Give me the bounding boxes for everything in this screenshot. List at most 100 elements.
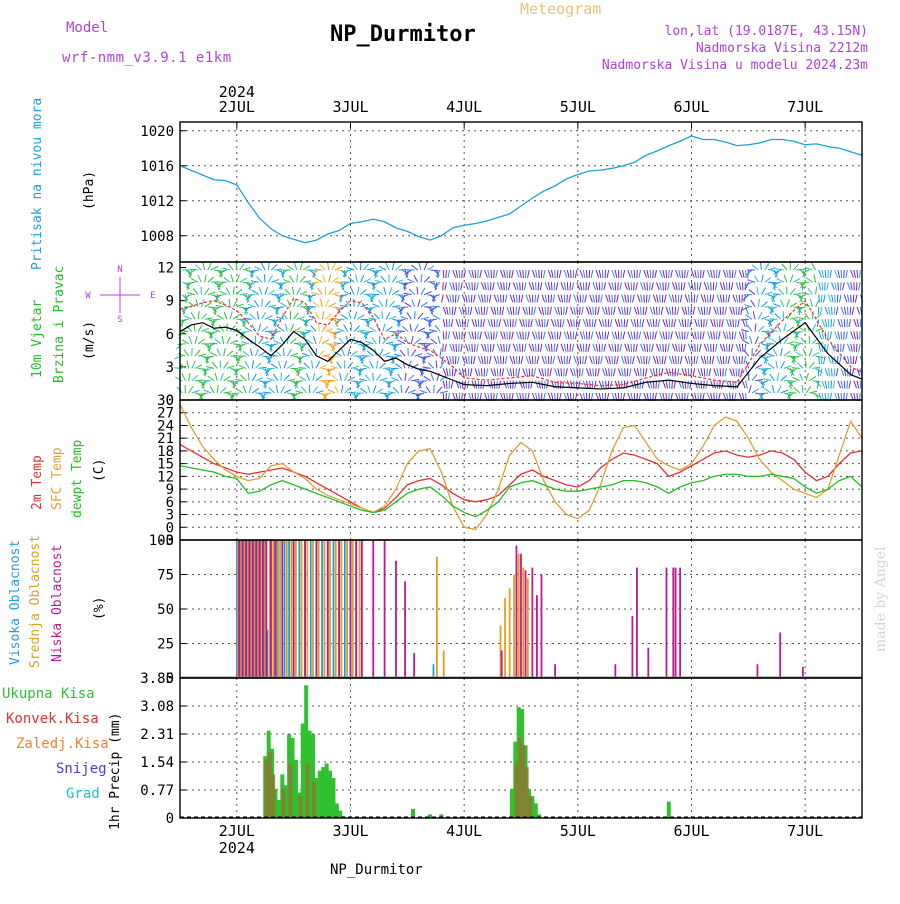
wind-arrow xyxy=(494,368,496,376)
wind-arrow xyxy=(843,282,845,290)
wind-arrow xyxy=(571,270,572,278)
wind-arrow xyxy=(847,344,850,352)
wind-arrow xyxy=(379,300,383,307)
wind-arrow xyxy=(618,381,620,389)
legend-frozen-precip: Zaledj.Kisa xyxy=(16,736,109,752)
wind-arrow xyxy=(827,344,829,352)
wind-arrow xyxy=(844,319,845,327)
wind-arrow xyxy=(730,332,731,340)
wind-arrow xyxy=(583,344,584,352)
wind-arrow xyxy=(370,327,377,331)
wind-arrow xyxy=(669,381,670,389)
wind-arrow xyxy=(602,282,603,290)
wind-arrow xyxy=(524,282,526,290)
wind-arrow xyxy=(252,388,258,393)
wind-arrow xyxy=(742,356,743,364)
wind-arrow xyxy=(431,339,437,344)
wind-arrow xyxy=(617,295,619,303)
wind-arrow xyxy=(329,303,336,307)
wind-arrow xyxy=(232,393,240,394)
wind-arrow xyxy=(268,290,275,295)
wind-arrow xyxy=(841,381,843,389)
wind-arrow xyxy=(835,282,837,290)
wind-arrow xyxy=(835,332,838,340)
wind-arrow xyxy=(204,390,211,393)
wind-arrow xyxy=(545,295,547,303)
wind-arrow xyxy=(666,368,669,376)
wind-arrow xyxy=(466,368,467,376)
wind-arrow xyxy=(428,363,433,369)
wind-arrow xyxy=(707,356,708,364)
wind-arrow xyxy=(711,344,712,352)
wind-arrow xyxy=(569,356,571,364)
wind-arrow xyxy=(415,324,419,331)
wind-arrow xyxy=(348,348,350,356)
wind-arrow xyxy=(407,279,414,282)
wind-arrow xyxy=(516,344,518,352)
wind-arrow xyxy=(615,319,618,327)
y-tick-label: 2.31 xyxy=(140,727,174,743)
wind-arrow xyxy=(320,264,326,270)
wind-arrow xyxy=(825,307,828,315)
wind-arrow xyxy=(404,293,412,294)
wind-arrow xyxy=(484,368,485,376)
model-name: wrf-nmm_v3.9.1 e1km xyxy=(62,50,232,66)
wind-arrow xyxy=(781,375,787,380)
wind-arrow xyxy=(462,356,465,364)
wind-arrow xyxy=(222,268,230,270)
wind-arrow xyxy=(746,319,748,327)
y-tick-label: 3 xyxy=(166,360,174,376)
wind-arrow xyxy=(834,307,835,315)
wind-arrow xyxy=(727,332,729,340)
wind-arrow xyxy=(240,278,247,282)
wind-arrow xyxy=(653,270,654,278)
wind-arrow xyxy=(255,378,262,381)
wind-arrow xyxy=(672,319,673,327)
wind-arrow xyxy=(851,270,854,278)
wind-arrow xyxy=(723,270,726,278)
wind-arrow xyxy=(790,317,798,319)
wind-arrow xyxy=(507,381,509,389)
y-tick-label: 12 xyxy=(157,261,174,277)
wind-arrow xyxy=(480,270,482,278)
wind-arrow xyxy=(695,319,698,327)
wind-arrow xyxy=(668,344,670,352)
wind-arrow xyxy=(475,319,477,327)
wind-arrow xyxy=(739,282,741,290)
wind-arrow xyxy=(452,368,453,376)
wind-arrow xyxy=(526,368,528,376)
wind-arrow xyxy=(628,295,629,303)
wind-arrow xyxy=(672,344,675,352)
wind-arrow xyxy=(609,307,610,315)
wind-arrow xyxy=(736,368,737,376)
wind-arrow xyxy=(507,270,508,278)
wind-arrow xyxy=(453,344,455,352)
wind-arrow xyxy=(494,295,497,303)
wind-arrow xyxy=(504,332,506,340)
cloud-bar xyxy=(350,540,352,678)
wind-arrow xyxy=(314,269,322,270)
cloud-bar xyxy=(321,540,323,678)
wind-arrow xyxy=(380,363,386,368)
wind-arrow xyxy=(532,307,533,315)
wind-arrow xyxy=(556,344,558,352)
wind-arrow xyxy=(676,282,678,290)
wind-arrow xyxy=(449,381,450,389)
wind-arrow xyxy=(421,302,427,307)
wind-arrow xyxy=(397,331,405,332)
wind-arrow xyxy=(510,356,513,364)
wind-arrow xyxy=(513,307,514,315)
wind-arrow xyxy=(341,385,342,393)
wind-arrow xyxy=(539,270,540,278)
wind-arrow xyxy=(274,340,281,343)
wind-arrow xyxy=(604,282,606,290)
wind-arrow xyxy=(481,319,482,327)
wind-arrow xyxy=(742,270,744,278)
wind-arrow xyxy=(520,381,523,389)
wind-arrow xyxy=(312,360,313,368)
wind-arrow xyxy=(508,344,510,352)
wind-arrow xyxy=(507,307,510,315)
wind-arrow xyxy=(551,344,552,352)
wind-arrow xyxy=(191,312,195,319)
wind-arrow xyxy=(711,381,714,389)
